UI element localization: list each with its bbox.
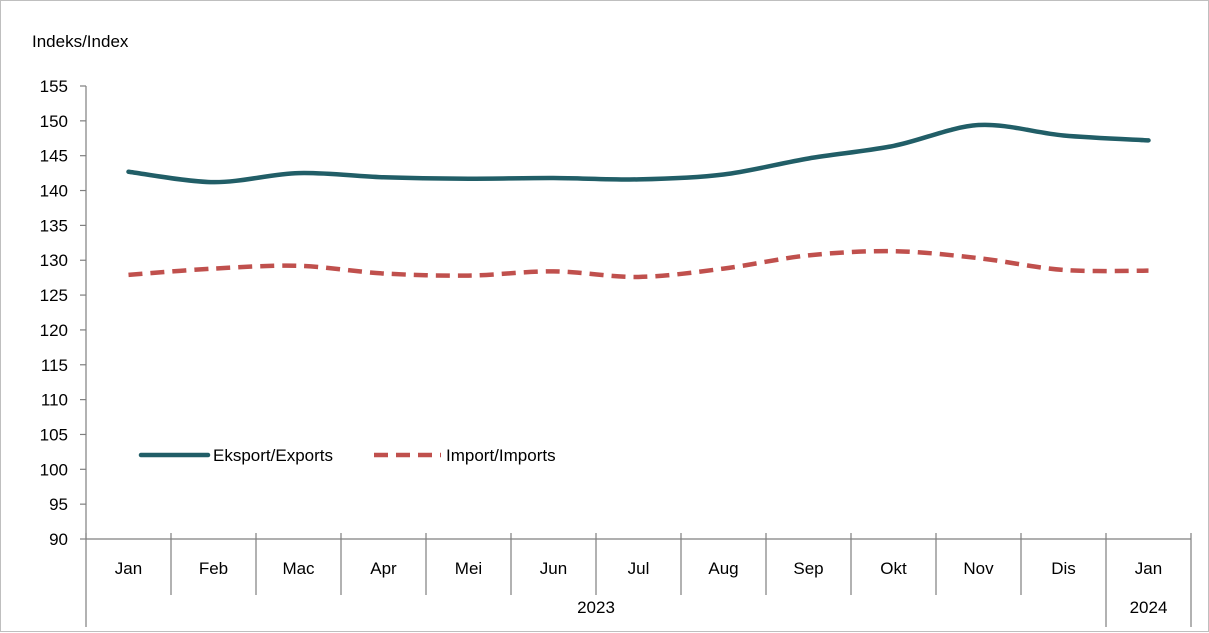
data-point-import bbox=[552, 269, 556, 273]
y-tick-label: 125 bbox=[40, 286, 68, 305]
legend: Eksport/Exports Import/Imports bbox=[138, 446, 556, 465]
y-tick-label: 90 bbox=[49, 530, 68, 549]
data-point-eksport bbox=[467, 177, 471, 181]
y-tick-label: 110 bbox=[41, 391, 68, 410]
data-point-import bbox=[127, 273, 131, 277]
data-point-eksport bbox=[297, 171, 301, 175]
y-tick-label: 105 bbox=[40, 425, 68, 444]
x-tick-label: Okt bbox=[880, 559, 907, 578]
y-tick-label: 150 bbox=[40, 112, 68, 131]
y-tick-label: 130 bbox=[40, 251, 68, 270]
data-point-eksport bbox=[637, 177, 641, 181]
data-point-eksport bbox=[1147, 138, 1151, 142]
y-axis-ticks: 90 95 100 105 110 115 120 125 130 135 140 145 150 155 bbox=[40, 77, 86, 549]
data-point-eksport bbox=[807, 156, 811, 160]
x-tick-label: Mac bbox=[282, 559, 315, 578]
x-tick-label: Jun bbox=[540, 559, 567, 578]
x-axis-ticks: Jan Feb Mac Apr Mei Jun Jul Aug Sep Okt Nov Dis Jan 2… bbox=[85, 533, 1192, 627]
x-tick-label: Feb bbox=[199, 559, 228, 578]
year-group-label: 2024 bbox=[1130, 598, 1168, 617]
y-tick-label: 135 bbox=[40, 216, 68, 235]
y-tick-label: 120 bbox=[40, 321, 68, 340]
y-tick-label: 155 bbox=[40, 77, 68, 96]
data-point-import bbox=[892, 249, 896, 253]
data-point-import bbox=[1147, 269, 1151, 273]
x-tick-label: Dis bbox=[1051, 559, 1076, 578]
x-tick-label: Jul bbox=[628, 559, 650, 578]
year-group-label: 2023 bbox=[577, 598, 615, 617]
data-point-eksport bbox=[212, 180, 216, 184]
data-point-eksport bbox=[722, 173, 726, 177]
data-point-eksport bbox=[552, 176, 556, 180]
y-axis-title: Indeks/Index bbox=[32, 32, 129, 51]
x-tick-label: Jan bbox=[1135, 559, 1162, 578]
data-point-eksport bbox=[127, 170, 131, 174]
data-point-import bbox=[1062, 268, 1066, 272]
axes bbox=[85, 86, 1191, 540]
data-point-import bbox=[297, 264, 301, 268]
data-point-import bbox=[977, 256, 981, 260]
x-tick-label: Apr bbox=[370, 559, 397, 578]
x-tick-label: Mei bbox=[455, 559, 482, 578]
y-tick-label: 100 bbox=[40, 460, 68, 479]
series-lines bbox=[126, 122, 1151, 280]
data-point-import bbox=[212, 267, 216, 271]
series-line-eksport bbox=[126, 122, 1151, 185]
legend-label-import: Import/Imports bbox=[446, 446, 556, 465]
data-point-import bbox=[637, 275, 641, 279]
y-tick-label: 145 bbox=[40, 147, 68, 166]
data-point-eksport bbox=[977, 123, 981, 127]
x-tick-label: Sep bbox=[793, 559, 823, 578]
data-point-import bbox=[467, 274, 471, 278]
x-tick-label: Nov bbox=[963, 559, 994, 578]
series-line-import bbox=[128, 248, 1149, 280]
y-tick-label: 115 bbox=[41, 356, 68, 375]
data-point-import bbox=[382, 271, 386, 275]
data-point-eksport bbox=[382, 175, 386, 179]
data-point-import bbox=[722, 267, 726, 271]
y-tick-label: 95 bbox=[49, 495, 68, 514]
legend-label-eksport: Eksport/Exports bbox=[213, 446, 333, 465]
x-tick-label: Aug bbox=[708, 559, 738, 578]
data-point-eksport bbox=[892, 144, 896, 148]
data-point-eksport bbox=[1062, 133, 1066, 137]
x-tick-label: Jan bbox=[115, 559, 142, 578]
y-tick-label: 140 bbox=[40, 182, 68, 201]
data-point-import bbox=[807, 253, 811, 257]
